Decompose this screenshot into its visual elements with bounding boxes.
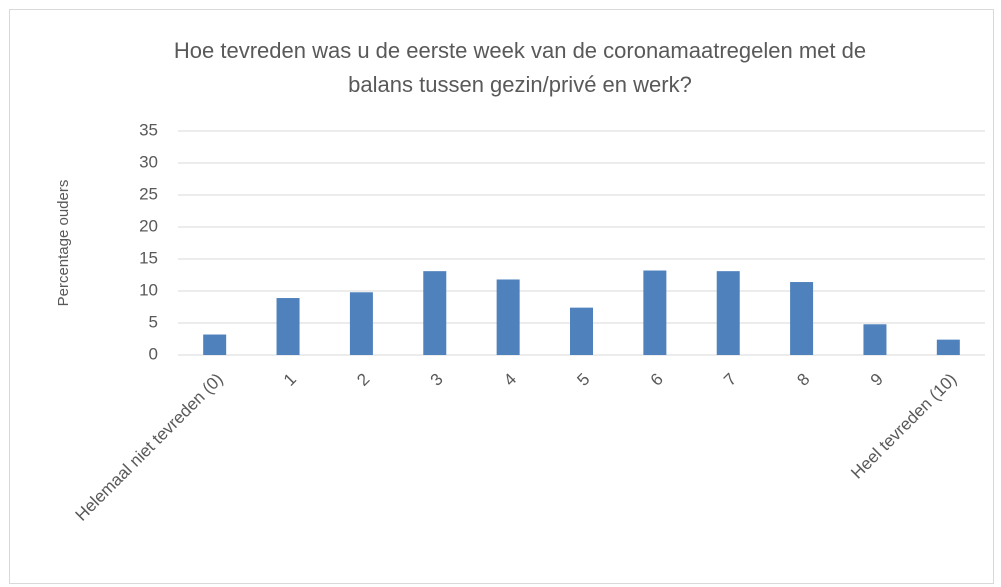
y-tick-label: 35 <box>139 120 158 139</box>
y-tick-label: 30 <box>139 152 158 171</box>
bar <box>203 334 227 355</box>
bar <box>936 339 960 355</box>
y-tick-label: 5 <box>149 312 158 331</box>
y-tick-label: 25 <box>139 184 158 203</box>
bar <box>790 282 814 355</box>
bar <box>496 279 520 355</box>
chart-title: Hoe tevreden was u de eerste week van de… <box>174 38 866 63</box>
y-tick-label: 15 <box>139 248 158 267</box>
y-tick-label: 20 <box>139 216 158 235</box>
y-tick-label: 10 <box>139 280 158 299</box>
bar <box>349 292 373 355</box>
bar <box>570 307 593 355</box>
bar <box>716 271 740 355</box>
bar <box>423 271 447 355</box>
y-axis-label: Percentage ouders <box>55 180 72 307</box>
bar <box>276 298 300 355</box>
y-tick-label: 0 <box>149 344 158 363</box>
chart-title: balans tussen gezin/privé en werk? <box>348 72 692 97</box>
bar <box>863 324 887 355</box>
bar <box>643 270 667 355</box>
